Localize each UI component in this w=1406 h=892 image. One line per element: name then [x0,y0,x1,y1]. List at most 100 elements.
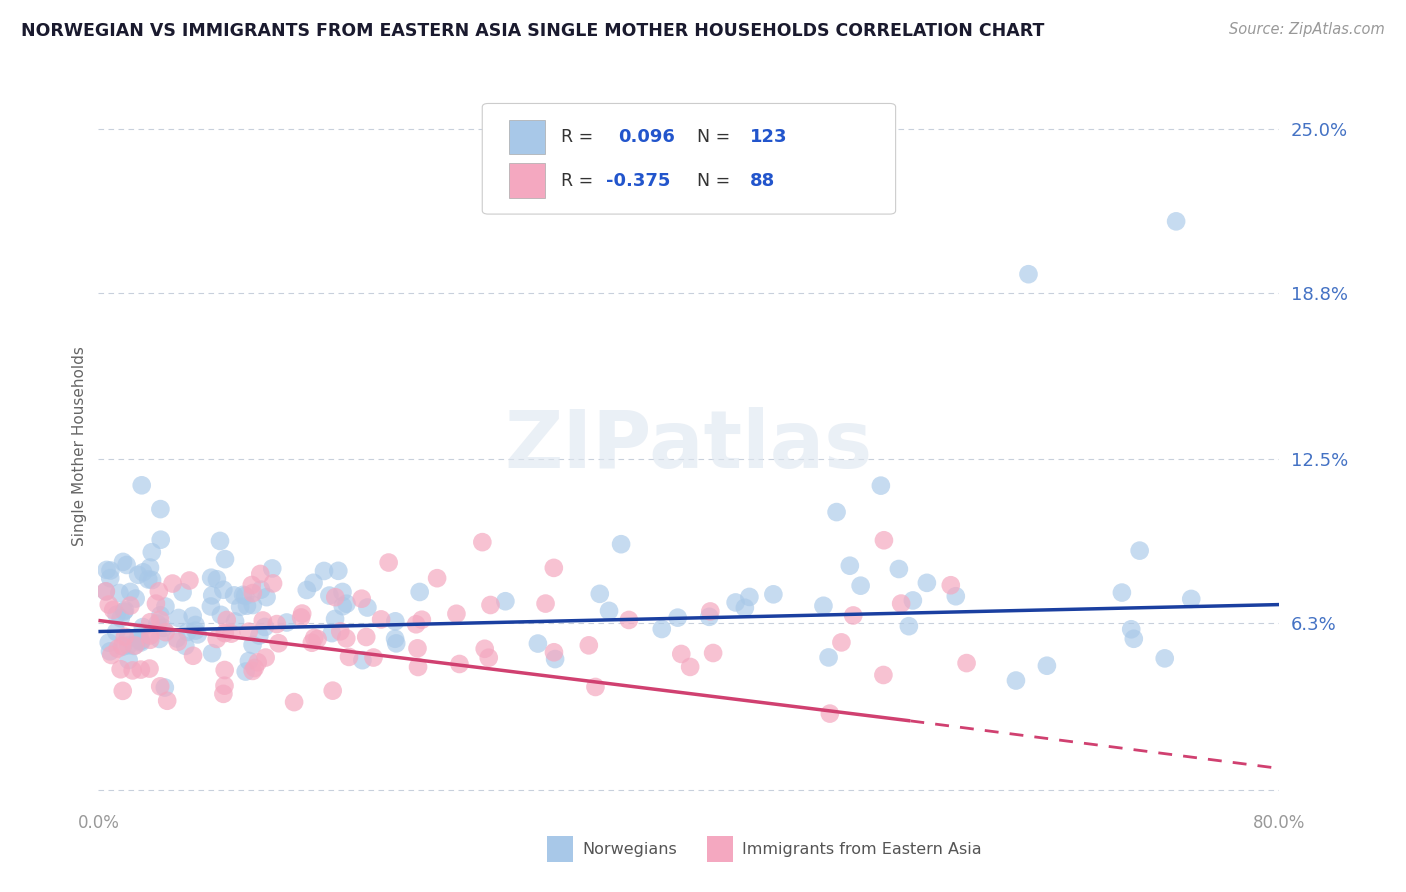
Point [1129,543,1152,558]
Point [184,624,207,638]
Point [141,573,163,587]
Point [253,620,276,634]
Point [318,589,340,603]
Point [479,598,502,612]
Point [200,599,222,614]
Point [246,655,269,669]
Point [200,571,222,585]
Point [411,613,433,627]
Point [215,613,238,627]
Point [332,585,354,599]
Point [167,611,190,625]
Point [117,631,139,645]
Point [1121,622,1143,636]
Point [107,641,129,656]
Point [329,624,352,639]
Point [127,632,149,646]
Point [385,636,408,650]
Text: R =: R = [561,171,599,189]
Point [262,576,284,591]
Point [97,598,120,612]
Point [98,644,121,658]
Point [103,603,125,617]
Point [131,478,153,492]
Point [702,646,724,660]
Point [384,632,406,646]
Point [148,632,170,646]
Point [534,597,557,611]
Point [266,617,288,632]
Point [474,641,496,656]
Point [94,584,117,599]
Point [887,562,910,576]
Point [100,648,122,662]
Point [201,646,224,660]
Text: N =: N = [697,128,735,146]
Point [302,575,325,590]
Point [589,587,612,601]
Point [813,599,835,613]
Point [111,639,134,653]
Point [471,535,494,549]
Point [108,586,131,600]
Point [114,603,136,617]
Point [295,582,318,597]
Point [426,571,449,585]
Point [243,661,266,675]
Text: N =: N = [697,171,735,189]
Point [734,600,756,615]
Point [155,599,177,614]
Point [543,561,565,575]
Point [915,575,938,590]
FancyBboxPatch shape [509,163,546,198]
Point [283,695,305,709]
Point [617,613,640,627]
Point [290,610,312,624]
Point [544,652,567,666]
Point [121,664,143,678]
Point [201,588,224,602]
Point [945,589,967,603]
Point [214,663,236,677]
Point [249,566,271,581]
Point [872,668,894,682]
Point [955,656,977,670]
Point [146,616,169,631]
Text: 0.096: 0.096 [619,128,675,146]
Point [100,564,122,578]
Point [174,639,197,653]
Point [132,566,155,580]
Point [127,567,149,582]
Point [111,684,134,698]
Point [356,600,378,615]
Point [120,585,142,599]
Point [408,585,430,599]
Point [214,626,236,640]
Point [354,630,377,644]
Point [449,657,471,671]
Point [610,537,633,551]
Point [136,573,159,587]
Point [208,533,231,548]
Point [110,662,132,676]
Point [139,560,162,574]
Point [212,687,235,701]
Point [132,620,155,634]
Point [830,635,852,649]
Point [250,582,273,597]
Point [224,588,246,602]
Point [276,615,298,630]
Point [141,545,163,559]
Point [352,653,374,667]
Point [233,589,256,603]
Point [139,615,162,630]
Point [111,555,134,569]
Point [124,639,146,653]
Point [138,662,160,676]
Point [337,649,360,664]
Point [105,624,128,639]
Point [118,653,141,667]
Point [817,650,839,665]
Point [370,612,392,626]
Point [818,706,841,721]
